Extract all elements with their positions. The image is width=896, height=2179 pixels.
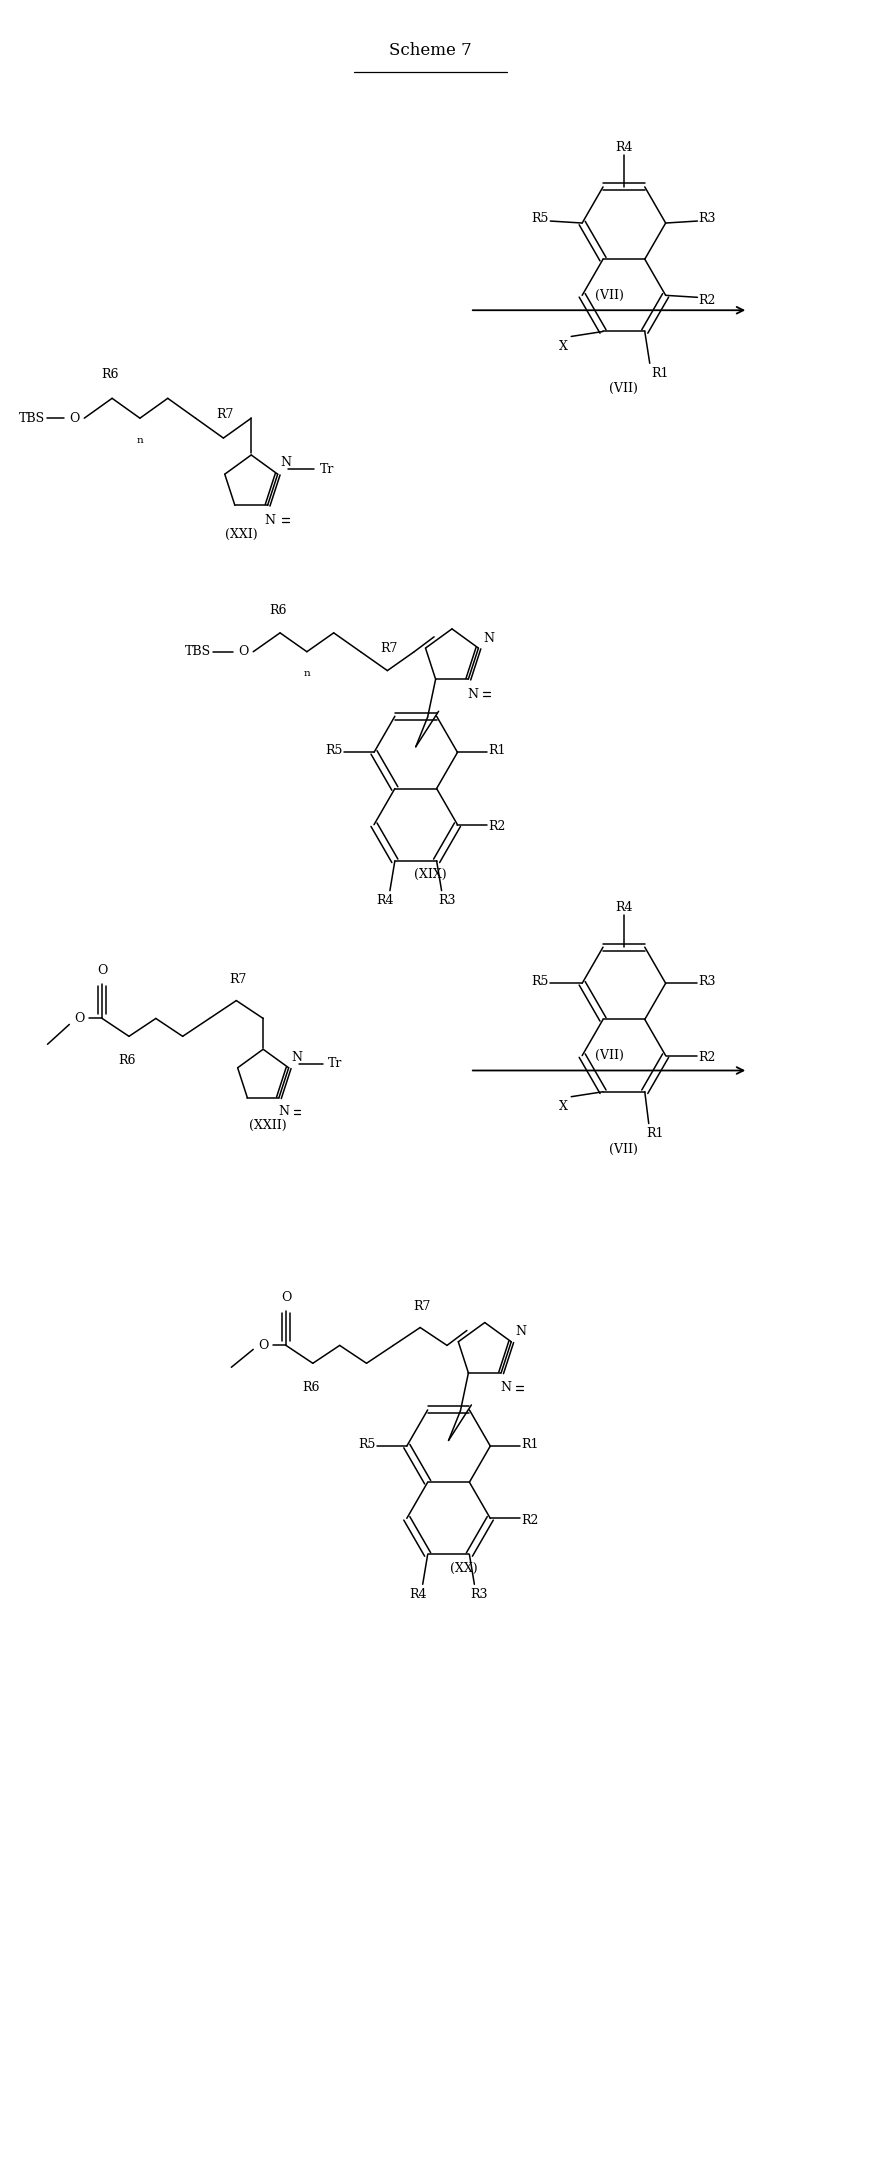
Text: R6: R6 <box>101 368 119 381</box>
Text: N: N <box>280 455 291 468</box>
Text: Tr: Tr <box>328 1057 342 1070</box>
Text: R3: R3 <box>438 893 455 906</box>
Text: (XXI): (XXI) <box>225 527 258 540</box>
Text: R7: R7 <box>217 407 234 421</box>
Text: N: N <box>501 1381 512 1395</box>
Text: (VII): (VII) <box>609 381 638 394</box>
Text: R2: R2 <box>699 294 716 307</box>
Text: R1: R1 <box>488 743 506 756</box>
Text: R1: R1 <box>521 1438 538 1451</box>
Text: (VII): (VII) <box>595 290 624 303</box>
Text: R5: R5 <box>325 743 343 756</box>
Text: R4: R4 <box>409 1588 426 1602</box>
Text: O: O <box>69 412 80 425</box>
Text: X: X <box>559 340 568 353</box>
Text: N: N <box>483 632 494 645</box>
Text: (VII): (VII) <box>595 1048 624 1061</box>
Text: R6: R6 <box>302 1381 320 1395</box>
Text: Scheme 7: Scheme 7 <box>389 41 471 59</box>
Text: (XIX): (XIX) <box>414 867 447 880</box>
Text: O: O <box>97 965 108 976</box>
Text: R4: R4 <box>616 142 633 155</box>
Text: R4: R4 <box>616 900 633 913</box>
Text: Tr: Tr <box>320 462 334 475</box>
Text: n: n <box>304 669 310 678</box>
Text: R2: R2 <box>699 1050 716 1063</box>
Text: N: N <box>468 689 478 702</box>
Text: (VII): (VII) <box>609 1142 638 1155</box>
Text: R7: R7 <box>229 972 247 985</box>
Text: (XXII): (XXII) <box>249 1120 287 1133</box>
Text: N: N <box>279 1105 289 1118</box>
Text: O: O <box>258 1338 268 1351</box>
Text: O: O <box>280 1292 291 1305</box>
Text: R1: R1 <box>646 1127 663 1140</box>
Text: N: N <box>291 1050 302 1063</box>
Text: N: N <box>264 514 275 527</box>
Text: O: O <box>238 645 248 658</box>
Text: N: N <box>516 1325 527 1338</box>
Text: R5: R5 <box>531 974 549 987</box>
Text: TBS: TBS <box>19 412 45 425</box>
Text: R3: R3 <box>699 974 716 987</box>
Text: O: O <box>74 1011 84 1024</box>
Text: R5: R5 <box>358 1438 375 1451</box>
Text: R3: R3 <box>699 211 716 224</box>
Text: R6: R6 <box>118 1055 136 1068</box>
Text: R7: R7 <box>413 1299 431 1312</box>
Text: (XX): (XX) <box>450 1562 478 1575</box>
Text: n: n <box>136 436 143 445</box>
Text: R4: R4 <box>376 893 393 906</box>
Text: R2: R2 <box>488 819 506 832</box>
Text: R1: R1 <box>650 366 668 379</box>
Text: R5: R5 <box>531 211 549 224</box>
Text: TBS: TBS <box>185 645 211 658</box>
Text: R3: R3 <box>470 1588 488 1602</box>
Text: R6: R6 <box>270 604 287 617</box>
Text: R2: R2 <box>521 1514 538 1527</box>
Text: X: X <box>559 1100 568 1113</box>
Text: R7: R7 <box>381 641 398 654</box>
